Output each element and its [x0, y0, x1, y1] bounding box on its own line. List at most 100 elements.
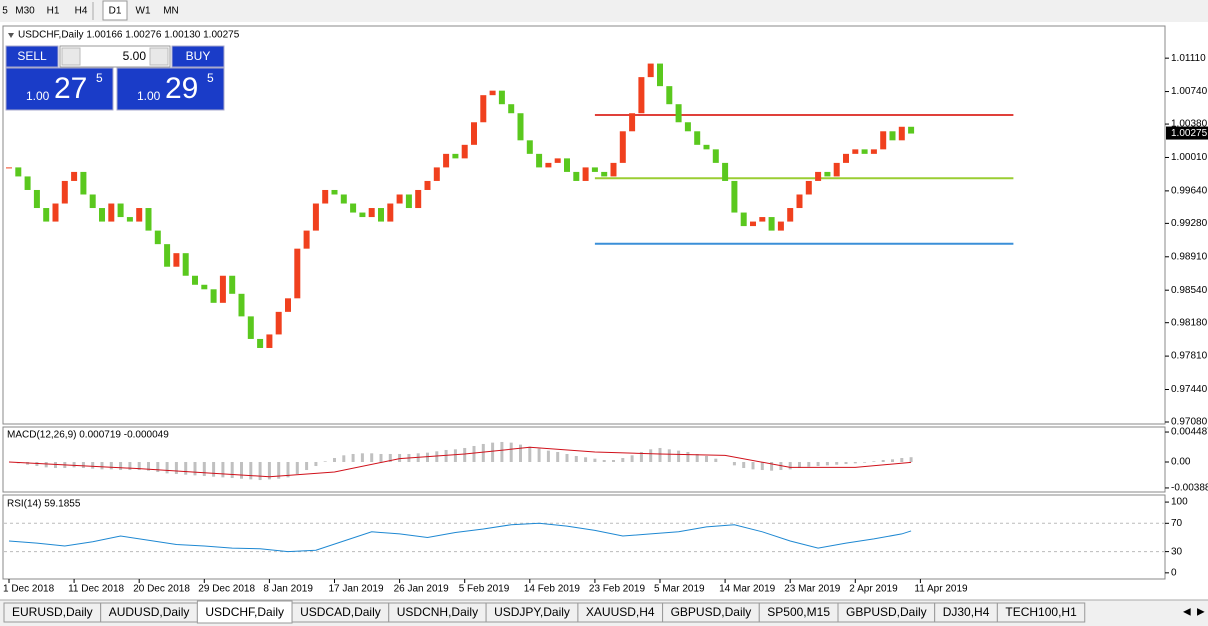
macd-bar	[444, 449, 448, 463]
tab-label[interactable]: USDJPY,Daily	[494, 605, 570, 619]
tab-label[interactable]: TECH100,H1	[1005, 605, 1077, 619]
tab-label[interactable]: SP500,M15	[767, 605, 830, 619]
candle	[796, 194, 803, 209]
tab-label[interactable]: USDCHF,Daily	[205, 605, 284, 619]
candle	[740, 212, 747, 227]
macd-bar	[770, 462, 774, 471]
candle	[805, 180, 812, 195]
lot-field[interactable]	[59, 45, 171, 68]
rsi-line	[8, 522, 912, 553]
macd-bar	[156, 462, 160, 473]
macd-bar	[286, 462, 290, 478]
macd-bar	[491, 442, 495, 463]
macd-bar	[686, 451, 690, 463]
macd-bar	[630, 455, 634, 463]
rsi-tick-label: 30	[1171, 546, 1183, 557]
candle	[898, 126, 905, 141]
tab-label[interactable]: EURUSD,Daily	[12, 605, 93, 619]
candle	[889, 131, 896, 141]
candle	[108, 203, 115, 222]
rsi-title: RSI(14) 59.1855	[7, 499, 81, 510]
macd-tick-label: -0.003883	[1171, 483, 1208, 494]
sell-button[interactable]	[5, 45, 59, 68]
x-tick-label: 11 Apr 2019	[914, 584, 968, 595]
candle	[331, 189, 338, 195]
candle	[89, 194, 96, 209]
x-tick-label: 5 Mar 2019	[654, 584, 705, 595]
macd-bar	[212, 462, 216, 477]
buy-button[interactable]	[171, 45, 225, 68]
macd-bar	[714, 458, 718, 463]
timeframe-button[interactable]: H1	[47, 6, 60, 17]
macd-signal	[8, 446, 912, 478]
macd-bar	[556, 451, 560, 463]
x-tick-label: 14 Mar 2019	[719, 584, 776, 595]
candle	[852, 149, 859, 154]
timeframe-button[interactable]: H4	[75, 6, 88, 17]
candle	[210, 289, 217, 303]
macd-bar	[509, 442, 513, 463]
candle	[247, 316, 254, 339]
candle	[824, 171, 831, 177]
y-tick-label: 0.98540	[1171, 285, 1208, 296]
tab-label[interactable]: DJ30,H4	[943, 605, 990, 619]
candle	[368, 208, 375, 218]
candle	[415, 189, 422, 209]
tab-label[interactable]: USDCNH,Daily	[397, 605, 478, 619]
tab-label[interactable]: AUDUSD,Daily	[109, 605, 190, 619]
timeframe-button[interactable]: D1	[109, 6, 122, 17]
timeframe-button[interactable]: MN	[163, 6, 179, 17]
lot-down[interactable]	[61, 47, 81, 66]
candle	[182, 253, 189, 276]
macd-bar	[109, 462, 113, 470]
buy-price-box[interactable]	[116, 67, 225, 111]
macd-bar	[639, 451, 643, 463]
candle	[629, 113, 636, 132]
timeframe-button[interactable]: M30	[15, 6, 35, 17]
tab-label[interactable]: GBPUSD,Daily	[671, 605, 752, 619]
macd-title: MACD(12,26,9) 0.000719 -0.000049	[7, 430, 169, 441]
candle	[684, 122, 691, 132]
candle	[80, 171, 87, 195]
macd-bar	[453, 449, 457, 463]
lot-value: 5.00	[123, 49, 147, 63]
macd-bar	[35, 462, 39, 467]
macd-bar	[137, 462, 141, 471]
candle	[619, 131, 626, 163]
rsi-tick-label: 0	[1171, 567, 1177, 578]
y-tick-label: 0.97080	[1171, 417, 1208, 428]
candle	[787, 208, 794, 222]
candle	[768, 217, 775, 231]
candle	[219, 275, 226, 303]
macd-bar	[91, 462, 95, 469]
y-tick-label: 0.99280	[1171, 218, 1208, 229]
macd-bar	[81, 462, 85, 469]
macd-bar	[900, 457, 904, 463]
lot-up[interactable]	[149, 47, 169, 66]
tab[interactable]	[996, 602, 1086, 623]
timeframe-button[interactable]: W1	[136, 6, 151, 17]
y-tick-label: 0.98180	[1171, 317, 1208, 328]
macd-bar	[230, 462, 234, 479]
x-tick-label: 11 Dec 2018	[68, 584, 124, 595]
macd-bar	[481, 443, 485, 463]
x-tick-label: 29 Dec 2018	[198, 584, 255, 595]
tab-label[interactable]: GBPUSD,Daily	[846, 605, 927, 619]
candle	[536, 153, 543, 168]
tab-scroll-left[interactable]: ◀	[1183, 607, 1191, 618]
sell-price-box[interactable]	[5, 67, 114, 111]
candle	[861, 149, 868, 154]
candle	[257, 338, 264, 348]
tab-scroll-right[interactable]: ▶	[1197, 607, 1205, 618]
tab-label[interactable]: XAUUSD,H4	[586, 605, 655, 619]
tab-label[interactable]: USDCAD,Daily	[300, 605, 381, 619]
timeframe-button[interactable]: 5	[2, 6, 8, 17]
macd-bar	[751, 462, 755, 470]
candle	[601, 171, 608, 177]
candle	[33, 189, 40, 209]
candle	[564, 158, 570, 172]
candle	[173, 253, 180, 267]
macd-bar	[863, 462, 867, 463]
sell-price-lot: 1.00	[26, 89, 50, 103]
